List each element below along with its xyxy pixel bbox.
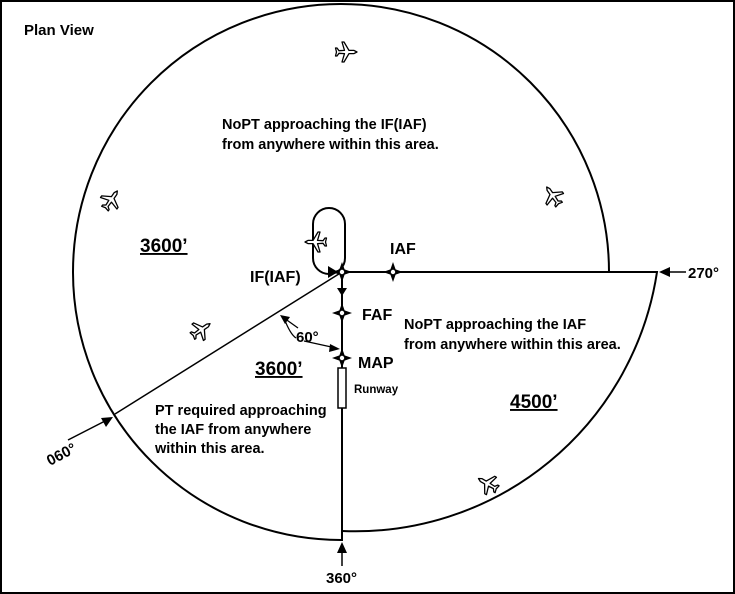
fix-marker-icon <box>332 303 352 323</box>
arrow-icon <box>329 344 340 352</box>
note-top-line-1: NoPT approaching the IF(IAF) <box>222 117 427 133</box>
note-right-line-2: from anywhere within this area. <box>404 337 621 353</box>
altitude-se: 4500’ <box>510 392 558 413</box>
airplane-icon <box>96 184 127 215</box>
bearing-060-label: 060° <box>44 440 79 470</box>
bearing-270-label: 270° <box>688 265 719 282</box>
airplane-icon <box>537 180 568 211</box>
arrow-icon <box>280 315 290 324</box>
note-left-line-2: the IAF from anywhere <box>155 422 311 438</box>
angle-label: 60° <box>296 329 319 346</box>
fix-label-map: MAP <box>358 355 394 372</box>
airplane-icon <box>186 314 217 345</box>
fix-label-if-iaf: IF(IAF) <box>250 269 301 286</box>
altitude-sw: 3600’ <box>255 359 303 380</box>
note-top-line-2: from anywhere within this area. <box>222 137 439 153</box>
arrow-icon <box>337 542 347 553</box>
arrow-icon <box>659 267 670 277</box>
area-boundary <box>72 3 611 542</box>
note-left-line-1: PT required approaching <box>155 403 327 419</box>
airplane-icon <box>304 231 328 253</box>
bearing-arrow-060 <box>67 419 108 441</box>
altitude-nw: 3600’ <box>140 236 188 257</box>
note-left-line-3: within this area. <box>154 441 265 457</box>
airplane-icon <box>334 41 358 63</box>
fix-marker-icon <box>383 262 403 282</box>
arrow-icon <box>337 288 347 296</box>
fix-label-iaf: IAF <box>390 241 416 258</box>
fix-label-faf: FAF <box>362 307 392 324</box>
runway-label: Runway <box>354 384 399 396</box>
arrow-icon <box>101 417 113 427</box>
area-boundary-extension <box>341 271 659 533</box>
fix-marker-icon <box>332 262 352 282</box>
page-title: Plan View <box>24 22 94 39</box>
note-right-line-1: NoPT approaching the IAF <box>404 317 586 333</box>
bearing-360-label: 360° <box>326 570 357 587</box>
sector-line-060 <box>114 271 343 415</box>
runway <box>337 367 347 409</box>
airplane-icon <box>472 469 503 499</box>
fix-marker-icon <box>332 348 352 368</box>
